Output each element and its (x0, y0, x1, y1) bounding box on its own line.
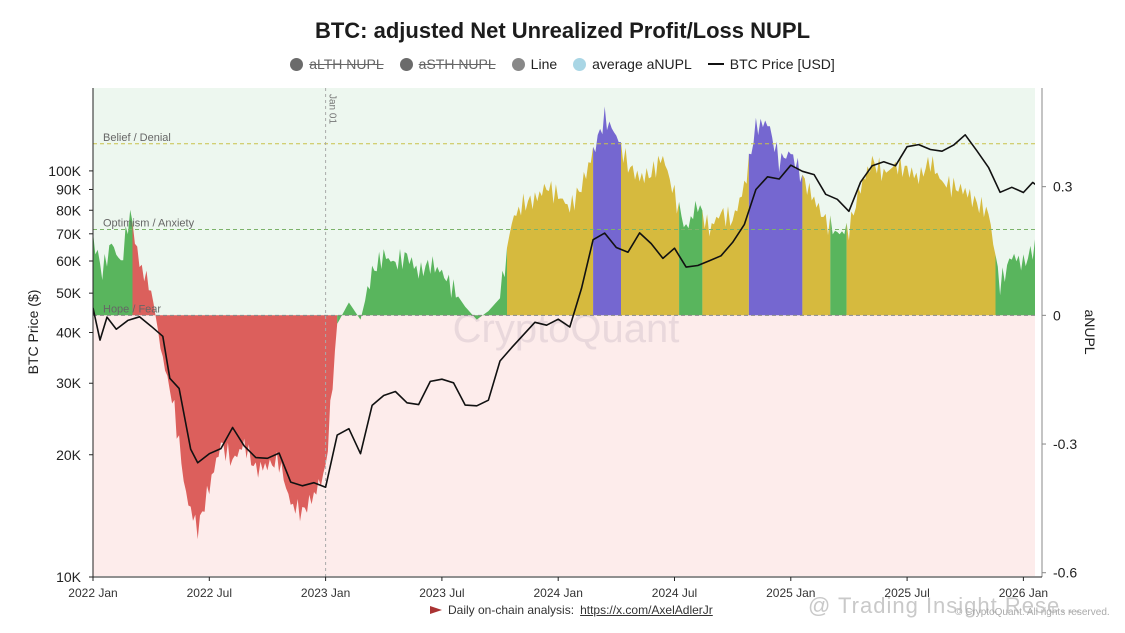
price-tick-label: 40K (56, 325, 82, 341)
legend-item-asth-nupl[interactable]: aSTH NUPL (399, 56, 496, 72)
anupl-area-yellow (702, 153, 749, 316)
vertical-markers: Jan 01 (325, 88, 338, 577)
price-tick-label: 100K (48, 163, 81, 179)
copyright: © CryptoQuant. All rights reserved. (955, 607, 1110, 618)
price-tick-label: 30K (56, 375, 82, 391)
corner-watermark: @ Trading Insight Rese... (808, 593, 1082, 619)
anupl-area-yellow (846, 155, 996, 316)
time-tick-label: 2023 Jan (301, 586, 350, 600)
y-axis-label: BTC Price ($) (25, 290, 41, 375)
dot-icon (511, 57, 525, 71)
btc-price-line (93, 134, 1035, 488)
time-tick-label: 2025 Jul (884, 586, 929, 600)
time-tick-label: 2024 Jul (652, 586, 697, 600)
price-axis-ticks: 10K 20K 30K 40K 50K 60K 70K 80K 90K 100K (48, 163, 93, 585)
y2-axis-label: aNUPL (1082, 309, 1098, 354)
anupl-area-green (337, 247, 507, 324)
dot-icon (399, 57, 413, 71)
price-tick-label: 80K (56, 202, 82, 218)
legend-item-line[interactable]: Line (511, 56, 558, 72)
footer-link[interactable]: https://x.com/AxelAdlerJr (580, 603, 713, 617)
legend-item-alth-nupl[interactable]: aLTH NUPL (290, 56, 384, 72)
chart-title: BTC: adjusted Net Unrealized Profit/Loss… (314, 18, 811, 43)
time-tick-label: 2025 Jan (766, 586, 815, 600)
flag-icon (430, 606, 442, 614)
footer-prefix: Daily on-chain analysis: (448, 603, 575, 617)
anupl-area-purple (593, 106, 621, 316)
dot-icon (290, 57, 304, 71)
corner-watermark-text: @ Trading Insight Rese... (808, 593, 1082, 618)
legend-label: aSTH NUPL (418, 56, 496, 72)
vertical-marker-label: Jan 01 (327, 94, 338, 124)
legend-label: average aNUPL (592, 56, 692, 72)
legend-label: BTC Price [USD] (729, 56, 835, 72)
anupl-tick-label: -0.6 (1053, 565, 1077, 581)
price-tick-label: 70K (56, 226, 82, 242)
anupl-tick-label: 0 (1053, 307, 1061, 323)
legend-label: aLTH NUPL (309, 56, 384, 72)
anupl-tick-label: -0.3 (1053, 436, 1077, 452)
time-axis-ticks: 2022 Jan 2022 Jul 2023 Jan 2023 Jul 2024 Jan… (68, 577, 1048, 600)
anupl-tick-label: 0.3 (1053, 179, 1073, 195)
anupl-axis-ticks: 0.3 0 -0.3 -0.6 (1042, 179, 1077, 581)
time-tick-label: 2022 Jan (68, 586, 117, 600)
zone-label: Hope / Fear (103, 303, 161, 315)
zone-label: Belief / Denial (103, 132, 171, 144)
anupl-area-yellow (621, 142, 680, 316)
chart-legend: aLTH NUPL aSTH NUPL Line average aNUPL B… (0, 53, 1125, 75)
time-tick-label: 2022 Jul (187, 586, 232, 600)
price-tick-label: 60K (56, 253, 82, 269)
price-tick-label: 90K (56, 181, 82, 197)
zone-label: Optimism / Anxiety (103, 218, 195, 230)
price-tick-label: 20K (56, 447, 82, 463)
anupl-area-green (93, 209, 133, 316)
line-icon (707, 63, 724, 65)
time-tick-label: 2023 Jul (419, 586, 464, 600)
time-tick-label: 2024 Jan (534, 586, 583, 600)
time-tick-label: 2026 Jan (999, 586, 1048, 600)
anupl-area-yellow (507, 146, 594, 316)
anupl-area-green (830, 215, 847, 316)
price-tick-label: 10K (56, 569, 82, 585)
legend-label: Line (530, 56, 558, 72)
anupl-area-red (132, 221, 338, 540)
zone-lines: Belief / Denial Optimism / Anxiety Hope / … (93, 132, 1035, 316)
legend-item-average-anupl[interactable]: average aNUPL (573, 56, 692, 72)
anupl-area-yellow (802, 174, 831, 316)
legend-item-btc-price[interactable]: BTC Price [USD] (707, 56, 835, 72)
anupl-area-green (995, 239, 1035, 316)
footer: Daily on-chain analysis: https://x.com/A… (430, 603, 713, 617)
anupl-area-layer (93, 106, 1035, 540)
dot-icon (573, 57, 587, 71)
price-tick-label: 50K (56, 285, 82, 301)
